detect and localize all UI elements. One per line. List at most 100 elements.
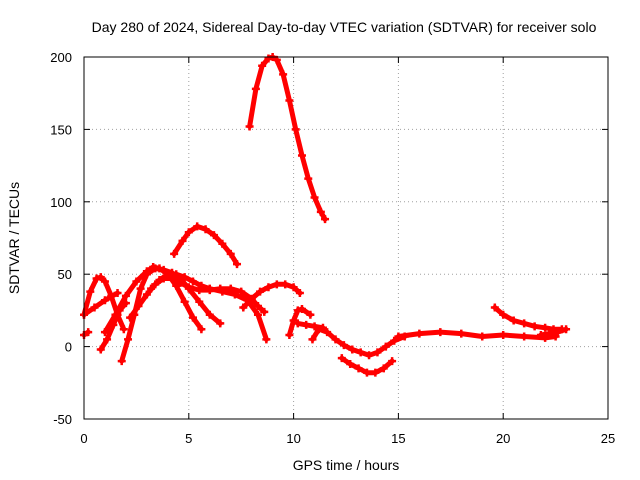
data-point	[205, 310, 214, 319]
y-tick-label: 100	[50, 195, 72, 210]
data-point	[113, 289, 122, 298]
y-tick-label: -50	[53, 412, 72, 427]
y-tick-label: 200	[50, 50, 72, 65]
data-point	[121, 291, 130, 300]
data-point	[306, 310, 315, 319]
data-point	[310, 322, 319, 331]
y-tick-labels: -50 0 50 100 150 200	[50, 50, 72, 427]
data-point	[316, 207, 325, 216]
x-axis-label: GPS time / hours	[293, 457, 400, 473]
data-point	[119, 325, 128, 334]
data-point	[218, 239, 227, 248]
data-point	[365, 351, 374, 360]
data-point	[245, 122, 254, 131]
data-point	[84, 328, 93, 337]
data-point	[291, 125, 300, 134]
data-point	[216, 319, 225, 328]
data-point	[253, 310, 262, 319]
data-point	[509, 316, 518, 325]
x-tick-label: 25	[601, 431, 615, 446]
data-point	[490, 303, 499, 312]
data-point	[272, 280, 281, 289]
series-line-10	[148, 271, 269, 342]
data-point	[285, 96, 294, 105]
data-point	[371, 368, 380, 377]
data-point	[293, 306, 302, 315]
data-point	[321, 215, 330, 224]
data-point	[233, 260, 242, 269]
data-point	[193, 222, 202, 231]
data-point	[331, 335, 340, 344]
data-point	[155, 275, 164, 284]
data-series	[80, 53, 571, 377]
data-point	[478, 332, 487, 341]
data-point	[163, 270, 172, 279]
data-point	[281, 280, 290, 289]
x-tick-label: 15	[391, 431, 405, 446]
data-point	[151, 264, 160, 273]
data-point	[520, 332, 529, 341]
y-tick-label: 150	[50, 122, 72, 137]
plot-frame	[83, 56, 609, 420]
data-point	[247, 294, 256, 303]
data-point	[226, 249, 235, 258]
data-point	[258, 61, 267, 70]
data-point	[178, 236, 187, 245]
data-point	[295, 289, 304, 298]
data-point	[530, 322, 539, 331]
data-point	[520, 319, 529, 328]
data-point	[170, 249, 179, 258]
data-point	[308, 335, 317, 344]
data-point	[302, 320, 311, 329]
data-point	[394, 332, 403, 341]
data-point	[293, 319, 302, 328]
data-point	[209, 231, 218, 240]
data-point	[253, 302, 262, 311]
data-point	[297, 304, 306, 313]
data-point	[553, 328, 562, 337]
data-point	[184, 228, 193, 237]
data-point	[373, 348, 382, 357]
data-point	[103, 335, 112, 344]
data-point	[188, 277, 197, 286]
data-point	[86, 287, 95, 296]
y-tick-label: 0	[65, 340, 72, 355]
grid	[84, 57, 608, 419]
data-point	[499, 310, 508, 319]
data-point	[239, 303, 248, 312]
data-point	[415, 329, 424, 338]
data-point	[237, 287, 246, 296]
data-point	[136, 284, 145, 293]
data-point	[264, 283, 273, 292]
data-point	[180, 297, 189, 306]
data-point	[354, 364, 363, 373]
data-point	[362, 368, 371, 377]
data-point	[260, 307, 269, 316]
data-point	[436, 328, 445, 337]
data-point	[289, 283, 298, 292]
data-point	[262, 335, 271, 344]
data-point	[197, 325, 206, 334]
series-line-18	[538, 326, 569, 338]
x-tick-label: 20	[496, 431, 510, 446]
data-point	[541, 323, 550, 332]
data-point	[172, 270, 181, 279]
data-point	[100, 296, 109, 305]
data-point	[205, 284, 214, 293]
data-point	[545, 329, 554, 338]
data-point	[176, 278, 185, 287]
data-point	[90, 303, 99, 312]
data-point	[142, 290, 151, 299]
data-point	[96, 345, 105, 354]
x-tick-labels: 0 5 10 15 20 25	[80, 431, 615, 446]
data-point	[381, 342, 390, 351]
data-point	[230, 290, 239, 299]
data-point	[388, 357, 397, 366]
data-point	[100, 328, 109, 337]
data-point	[297, 151, 306, 160]
data-point	[184, 283, 193, 292]
data-point	[180, 273, 189, 282]
data-point	[562, 325, 571, 334]
data-point	[379, 364, 388, 373]
data-point	[96, 273, 105, 282]
